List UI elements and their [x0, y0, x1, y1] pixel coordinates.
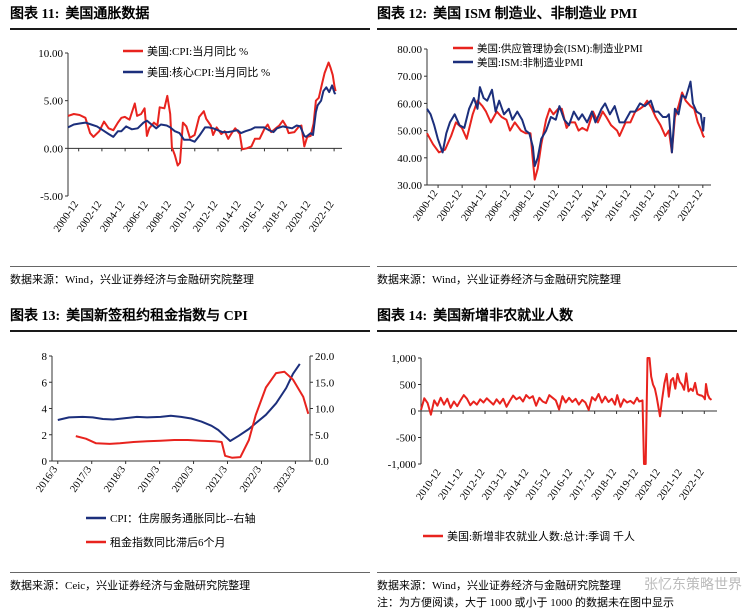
y-tick-label: 30.00: [397, 180, 422, 192]
y-tick-label: 2: [42, 430, 48, 442]
y-right-tick-label: 10.0: [315, 404, 335, 416]
panel-us-inflation: 图表 11: 美国通胀数据 -5.00 0.00 5.00 10.00 2000-12 20…: [10, 4, 370, 304]
y-tick-label: 10.00: [38, 48, 63, 60]
y-tick-label: 40.00: [397, 153, 422, 165]
y-tick-label: -1,000: [388, 459, 417, 471]
x-tick-label: 2023/3: [272, 464, 298, 494]
x-tick-label: 2016/3: [34, 464, 60, 494]
series-line: [426, 91, 706, 181]
chart-us-rent-cpi: 0 2 4 6 8 0.0 5.0 10.0 15.0 20.0 2016/3 2017/3 2018/…: [34, 351, 335, 549]
y-right-tick-label: 5.0: [315, 430, 329, 442]
series-line: [426, 80, 706, 167]
legend-label: 美国:CPI:当月同比 %: [147, 44, 248, 58]
legend-label: 租金指数同比滞后6个月: [110, 535, 226, 549]
y-tick-label: 1,000: [391, 353, 416, 365]
legend-label: 美国:核心CPI:当月同比 %: [147, 65, 270, 79]
y-tick-label: 60.00: [397, 98, 422, 110]
y-right-tick-label: 20.0: [315, 351, 335, 363]
y-tick-label: 80.00: [397, 44, 422, 56]
data-source: 数据来源：Wind，兴业证券经济与金融研究院整理: [377, 572, 737, 593]
x-tick-label: 2017/3: [68, 464, 94, 494]
panel-us-ism-pmi: 图表 12: 美国 ISM 制造业、非制造业 PMI 30.00 40.00 50.0…: [377, 4, 737, 304]
y-tick-label: 70.00: [397, 71, 422, 83]
y-tick-label: 8: [42, 351, 48, 363]
x-tick-label: 2022-12: [676, 188, 705, 223]
figure-title: 美国 ISM 制造业、非制造业 PMI: [433, 7, 638, 22]
figure-number: 图表 13:: [10, 309, 61, 324]
y-tick-label: 5.00: [44, 96, 64, 108]
x-tick-label: 2022/3: [238, 464, 264, 494]
x-tick-label: 2018/3: [102, 464, 128, 494]
panel-title: 图表 14: 美国新增非农就业人数: [377, 306, 737, 332]
footnote: 注：为方便阅读，大于 1000 或小于 1000 的数据未在图中显示: [377, 597, 674, 609]
y-tick-label: 0: [42, 456, 48, 468]
y-right-tick-label: 15.0: [315, 377, 335, 389]
chart-us-inflation: -5.000.005.0010.002000-122002-122004-122…: [38, 44, 342, 234]
watermark-text: 张忆东策略世界: [644, 578, 742, 593]
figure-title: 美国通胀数据: [65, 7, 150, 22]
y-tick-label: 0: [411, 406, 417, 418]
y-tick-label: 0.00: [44, 143, 64, 155]
legend-label: 美国:供应管理协会(ISM):制造业PMI: [477, 42, 643, 55]
y-tick-label: 500: [400, 380, 417, 392]
legend-label: 美国:ISM:非制造业PMI: [477, 56, 584, 69]
x-tick-label: 2022-12: [307, 199, 336, 234]
y-tick-label: -5.00: [40, 191, 63, 203]
panel-us-nonfarm: 图表 14: 美国新增非农就业人数 -1,000 -500 0 500 1,000 2010…: [377, 306, 737, 614]
legend-label: 美国:新增非农就业人数:总计:季调 千人: [447, 529, 635, 543]
data-source: 数据来源：Wind，兴业证券经济与金融研究院整理: [377, 266, 737, 287]
y-right-tick-label: 0.0: [315, 456, 329, 468]
series-line: [67, 61, 337, 167]
y-tick-label: -500: [396, 433, 417, 445]
series-line: [67, 84, 337, 143]
data-source: 数据来源：Wind，兴业证券经济与金融研究院整理: [10, 266, 370, 287]
y-tick-label: 50.00: [397, 126, 422, 138]
data-source: 数据来源：Ceic，兴业证券经济与金融研究院整理: [10, 572, 370, 593]
series-line: [57, 363, 301, 442]
y-tick-label: 4: [42, 404, 48, 416]
panel-title: 图表 13: 美国新签租约租金指数与 CPI: [10, 306, 370, 332]
x-tick-label: 2020/3: [170, 464, 196, 494]
panel-us-rent-cpi: 图表 13: 美国新签租约租金指数与 CPI 0 2 4 6 8 0.0 5.0 10.0 15.…: [10, 306, 370, 606]
chart-us-nonfarm: -1,000-50005001,0002010-122011-122012-12…: [388, 353, 717, 543]
figure-number: 图表 12:: [377, 7, 428, 22]
x-tick-label: 2021/3: [204, 464, 230, 494]
x-tick-label: 2019/3: [136, 464, 162, 494]
figure-number: 图表 14:: [377, 309, 428, 324]
figure-title: 美国新签租约租金指数与 CPI: [66, 309, 248, 324]
panel-title: 图表 12: 美国 ISM 制造业、非制造业 PMI: [377, 4, 737, 30]
series-line: [420, 357, 713, 465]
figure-title: 美国新增非农就业人数: [433, 309, 574, 324]
legend-label: CPI：住房服务通胀同比--右轴: [110, 511, 255, 525]
y-tick-label: 6: [42, 377, 48, 389]
series-line: [75, 370, 310, 459]
figure-number: 图表 11:: [10, 7, 60, 22]
chart-us-ism-pmi: 30.0040.0050.0060.0070.0080.002000-12200…: [397, 42, 711, 223]
panel-title: 图表 11: 美国通胀数据: [10, 4, 370, 30]
